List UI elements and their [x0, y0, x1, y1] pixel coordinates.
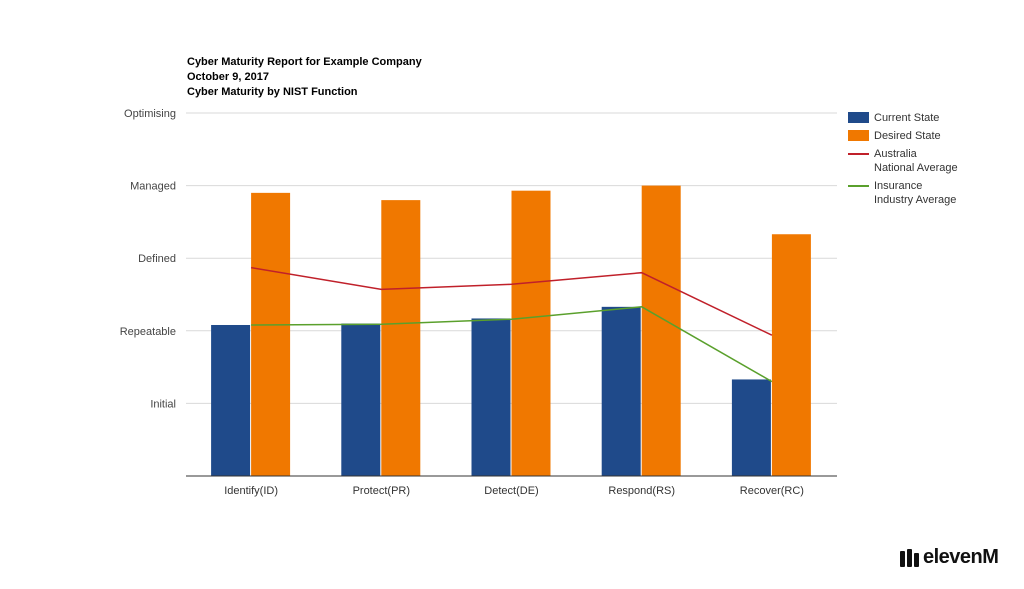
- report-date: October 9, 2017: [187, 71, 269, 83]
- y-tick-label: Optimising: [124, 108, 176, 120]
- legend-swatch: [848, 112, 869, 123]
- legend-swatch: [848, 153, 869, 155]
- bar: [601, 306, 641, 476]
- brand-name: elevenM: [923, 546, 999, 568]
- x-tick-label: Protect(PR): [353, 485, 410, 497]
- bar: [511, 190, 551, 476]
- legend-label: Desired State: [874, 130, 941, 142]
- bar: [641, 185, 681, 476]
- chart-subtitle: Cyber Maturity by NIST Function: [187, 86, 358, 98]
- legend-label: Insurance Industry Average: [874, 180, 957, 206]
- bar: [381, 200, 421, 476]
- y-tick-label: Initial: [150, 398, 176, 410]
- legend-item: Insurance Industry Average: [848, 179, 958, 207]
- bar: [471, 318, 511, 476]
- series-line: [251, 306, 773, 383]
- x-tick-label: Identify(ID): [224, 485, 278, 497]
- legend-swatch: [848, 130, 869, 141]
- legend-label: Australia National Average: [874, 148, 958, 174]
- y-tick-label: Managed: [130, 181, 176, 193]
- y-tick-label: Repeatable: [120, 326, 176, 338]
- bar: [341, 323, 381, 476]
- legend-item: Desired State: [848, 129, 958, 143]
- bar: [731, 379, 771, 476]
- chart-titles: Cyber Maturity Report for Example Compan…: [187, 55, 422, 100]
- report-title: Cyber Maturity Report for Example Compan…: [187, 56, 422, 68]
- bar: [211, 324, 251, 476]
- bar: [771, 234, 811, 476]
- bar: [251, 192, 291, 477]
- series-line: [250, 266, 773, 336]
- legend-swatch: [848, 185, 869, 187]
- x-tick-label: Detect(DE): [484, 485, 538, 497]
- brand-logo: elevenM: [900, 546, 999, 569]
- brand-mark-icon: [900, 548, 919, 567]
- legend-item: Current State: [848, 111, 958, 125]
- y-tick-label: Defined: [138, 253, 176, 265]
- x-tick-label: Respond(RS): [608, 485, 675, 497]
- x-tick-label: Recover(RC): [740, 485, 804, 497]
- chart-legend: Current State Desired State Australia Natio…: [848, 111, 958, 211]
- legend-label: Current State: [874, 112, 940, 124]
- legend-item: Australia National Average: [848, 147, 958, 175]
